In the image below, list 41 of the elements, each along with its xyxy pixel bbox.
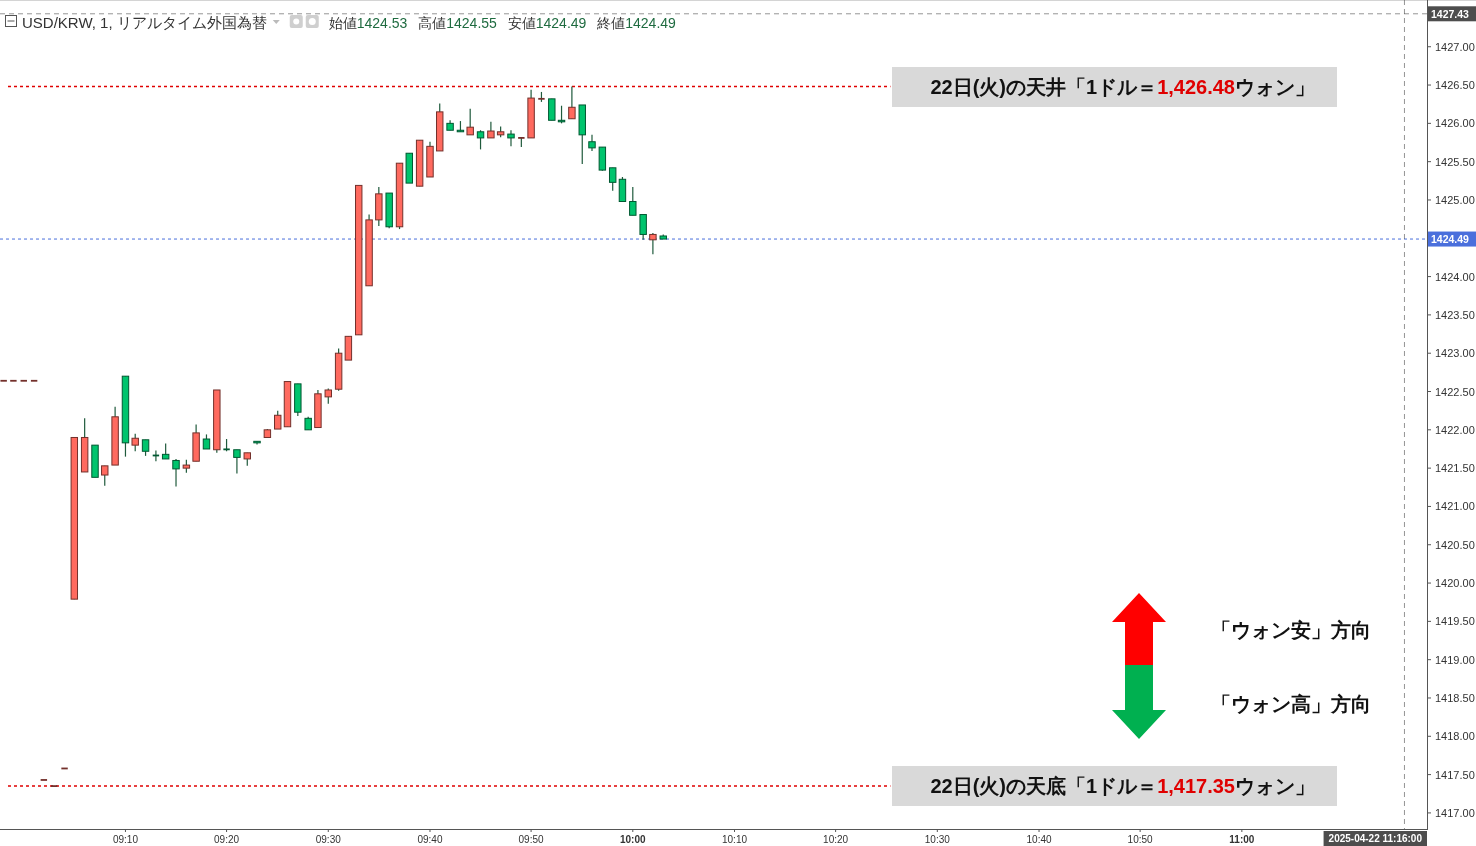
x-tick-label: 09:50 [518,834,545,845]
text: USD/KRW, 1, リアルタイム外国為替 [22,14,267,31]
y-tick-label: 1418.50 [1435,691,1475,704]
y-tick-label: 1417.00 [1435,806,1475,819]
x-tick-label: 09:20 [214,834,240,845]
ref-line-label: 22日(火)の天底「1ドル＝1,417.35ウォン」 [930,775,1315,798]
y-tick-label: 1420.50 [1435,538,1475,551]
x-tick-label: 09:30 [315,834,342,845]
y-tick-label: 1425.50 [1435,155,1475,168]
y-tick-label: 1421.50 [1435,462,1475,475]
x-tick-label: 10:20 [823,834,849,845]
y-tick-label: 1417.50 [1435,768,1475,781]
y-tick-label: 1426.50 [1435,79,1475,92]
y-tick-label: 1422.50 [1435,385,1475,398]
y-tick-label: 1423.50 [1435,308,1475,321]
x-tick-label: 10:00 [620,834,647,845]
x-tick-label: 10:40 [1026,834,1052,845]
y-tick-label: 1427.00 [1435,40,1475,53]
annotation: 「ウォン高」方向 [1211,693,1371,715]
y-tick-label: 1425.00 [1435,193,1475,206]
x-tick-label: 10:30 [924,834,951,845]
y-tick-label: 1421.00 [1435,500,1475,513]
text: 始値1424.53 高値1424.55 安値1424.49 終値1424.49 [328,15,677,31]
y-tick-label: 1420.00 [1435,577,1475,590]
y-tick-label: 1423.00 [1435,347,1475,360]
x-tick-label: 10:10 [722,834,748,845]
ref-line-label: 22日(火)の天井「1ドル＝1,426.48ウォン」 [930,75,1315,98]
ref-line-label: 2025-04-22 11:16:00 [1328,833,1423,844]
x-tick-label: 09:10 [112,834,139,845]
x-tick-label: 11:00 [1229,834,1255,845]
y-tick-label: 1424.00 [1435,270,1475,283]
y-tick-label: 1419.00 [1435,653,1475,666]
y-tick-label: 1418.00 [1435,730,1475,743]
x-tick-label: 09:40 [417,834,443,845]
y-tick-label: 1419.50 [1435,615,1475,628]
ref-line-label: 1427.43 [1431,7,1470,20]
annotation: 「ウォン安」方向 [1211,619,1371,641]
y-tick-label: 1422.00 [1435,423,1475,436]
ref-line-label: 1424.49 [1431,233,1470,246]
x-tick-label: 10:50 [1127,834,1154,845]
y-tick-label: 1426.00 [1435,117,1475,130]
